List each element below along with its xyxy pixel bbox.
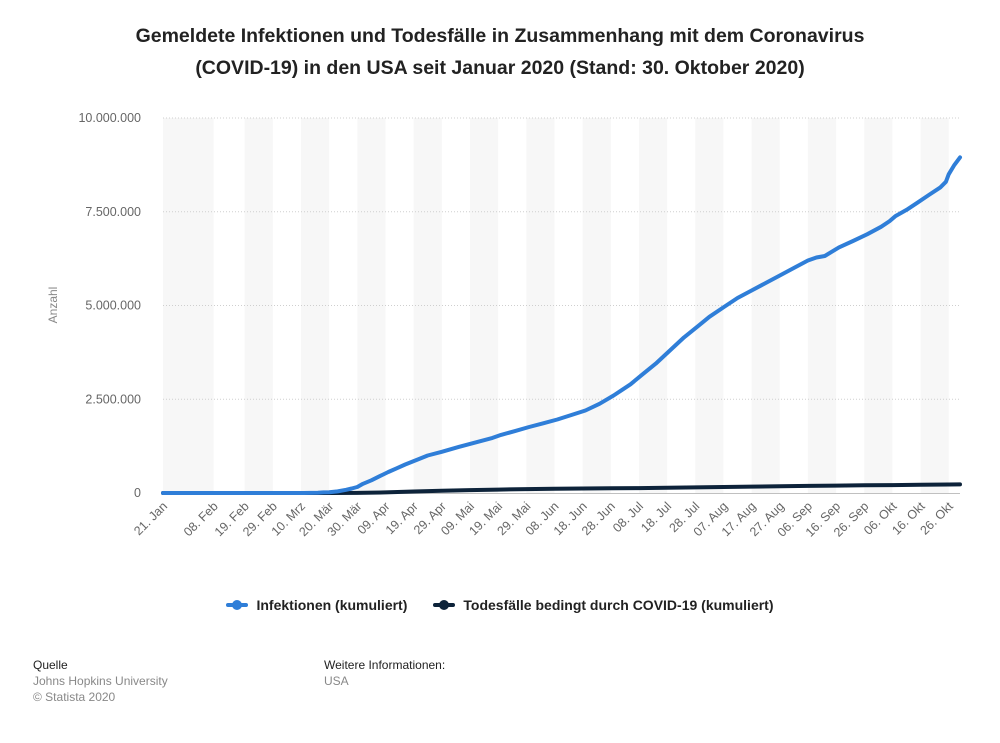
legend-item-infections[interactable]: Infektionen (kumuliert) <box>226 597 407 613</box>
x-tick-label: 18. Jul <box>638 499 674 535</box>
info-heading[interactable]: Weitere Informationen: <box>324 658 446 672</box>
x-tick-label: 26. Okt <box>917 499 956 538</box>
legend-label-deaths: Todesfälle bedingt durch COVID-19 (kumul… <box>463 597 774 613</box>
y-tick-label: 5.000.000 <box>85 299 141 313</box>
chart-title-line-1: Gemeldete Infektionen und Todesfälle in … <box>135 25 865 47</box>
x-tick-label: 21. Jan <box>131 499 170 538</box>
legend-item-deaths[interactable]: Todesfälle bedingt durch COVID-19 (kumul… <box>433 597 774 613</box>
source-heading: Quelle <box>33 658 68 672</box>
plot-band <box>357 118 386 493</box>
legend-marker-infections-icon <box>226 599 249 611</box>
chart-title: Gemeldete Infektionen und Todesfälle in … <box>60 20 940 84</box>
y-tick-label: 7.500.000 <box>85 205 141 219</box>
plot-band <box>526 118 555 493</box>
line-chart: 0 2.500.000 5.000.000 7.500.000 10.000.000 An… <box>46 111 962 540</box>
y-tick-label: 2.500.000 <box>85 392 141 406</box>
chart-legend: Infektionen (kumuliert) Todesfälle bedin… <box>0 597 1000 613</box>
x-tick-label: 08. Jul <box>610 499 646 535</box>
copyright: © Statista 2020 <box>33 690 116 704</box>
plot-band <box>582 118 611 493</box>
chart-title-line-2: (COVID-19) in den USA seit Januar 2020 (… <box>195 57 805 79</box>
y-axis-title: Anzahl <box>46 287 60 324</box>
series-line-infections <box>161 155 962 495</box>
source-name: Johns Hopkins University <box>33 674 168 688</box>
legend-label-infections: Infektionen (kumuliert) <box>256 597 408 613</box>
y-tick-label: 0 <box>134 486 141 500</box>
series-line-deaths <box>161 482 962 495</box>
plot-band <box>300 118 330 493</box>
info-value: USA <box>324 674 349 688</box>
plot-band <box>807 118 837 493</box>
source-block: Quelle Johns Hopkins University © Statis… <box>33 657 168 705</box>
info-block: Weitere Informationen: USA <box>324 657 445 689</box>
plot-band <box>163 118 214 493</box>
y-tick-label: 10.000.000 <box>78 111 141 125</box>
legend-marker-deaths-icon <box>433 599 456 611</box>
